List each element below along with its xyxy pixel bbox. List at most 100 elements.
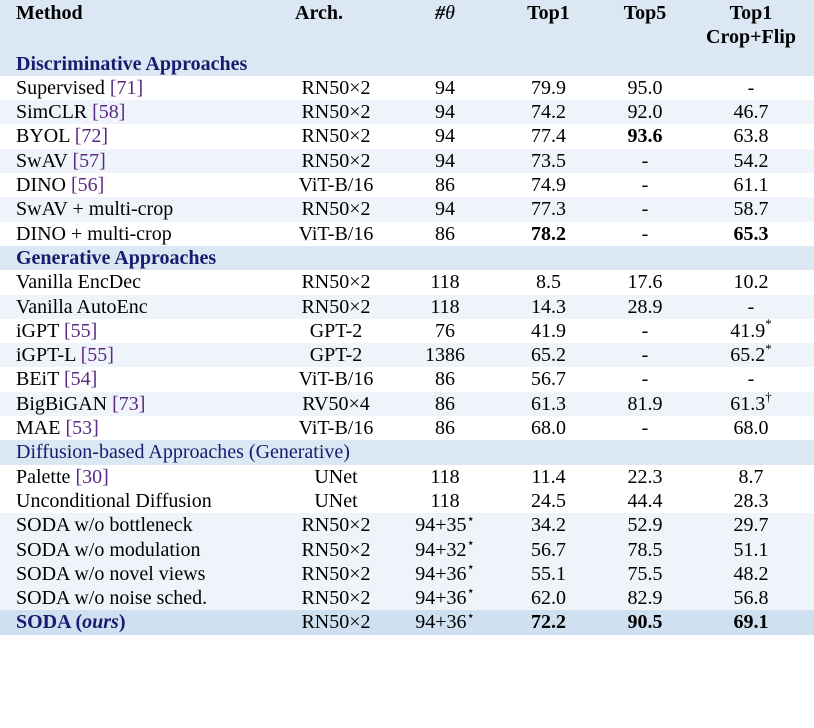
arch-cell: RN50×2 <box>277 197 395 222</box>
method-name: Palette <box>16 465 76 488</box>
table-row-ours: SODA (ours) RN50×2 94+36⋆ 72.2 90.5 69.1 <box>0 607 814 635</box>
col-header-params-theta: θ <box>445 2 455 24</box>
params-cell: 118 <box>395 294 495 319</box>
method-cell: SODA w/o novel views <box>0 561 277 587</box>
citation-link[interactable]: [57] <box>72 149 106 172</box>
citation-link[interactable]: [73] <box>112 392 146 415</box>
method-name: SwAV <box>16 149 73 172</box>
table-row: Supervised [71] RN50×2 94 79.9 95.0 - <box>0 76 814 100</box>
method-name: SODA (ours) <box>16 611 126 633</box>
top1-cell: 77.4 <box>531 125 566 148</box>
params-cell: 94+32⋆ <box>395 536 495 562</box>
citation-link[interactable]: [55] <box>80 344 114 367</box>
cropflip-cell: 41.9* <box>688 316 814 343</box>
top1-cell: 24.5 <box>531 489 566 512</box>
citation-link[interactable]: [54] <box>63 368 98 391</box>
top1-cell: 11.4 <box>531 465 566 488</box>
top5-cell: - <box>641 174 649 197</box>
top5-cell: - <box>602 148 688 174</box>
method-name: DINO <box>16 174 71 197</box>
paren-close: ) <box>118 611 126 634</box>
method-cell: DINO [56] <box>0 173 277 197</box>
cropflip-cell: 8.7 <box>738 465 764 488</box>
arch-cell: RV50×4 <box>277 391 395 417</box>
params-value: 94+36 <box>415 587 467 610</box>
table-row: BigBiGAN [73] RV50×4 86 61.3 81.9 61.3† <box>0 390 814 417</box>
table-row: BEiT [54] ViT-B/16 86 56.7 - - <box>0 367 814 391</box>
footnote-mark: ⋆ <box>466 607 475 623</box>
method-cell: MAE [53] <box>0 416 277 440</box>
arch-cell: RN50×2 <box>301 271 371 294</box>
method-cell: SODA (ours) <box>0 610 277 635</box>
arch-cell: ViT-B/16 <box>298 417 374 440</box>
method-name: SimCLR <box>16 101 93 124</box>
cropflip-cell: 65.2* <box>688 340 814 368</box>
citation-link[interactable]: [53] <box>65 417 99 440</box>
footnote-mark: ⋆ <box>466 583 475 599</box>
params-cell: 118 <box>430 489 460 512</box>
method-cell: SODA w/o noise sched. <box>0 586 277 611</box>
col-header-top5: Top5 <box>623 2 667 24</box>
method-cell: iGPT [55] <box>0 319 277 343</box>
method-name: MAE <box>16 417 66 440</box>
table-row: iGPT-L [55] GPT-2 1386 65.2 - 65.2* <box>0 340 814 368</box>
citation-link[interactable]: [72] <box>74 125 109 148</box>
table-row: SODA w/o novel views RN50×2 94+36⋆ 55.1 … <box>0 559 814 587</box>
top5-cell: 44.4 <box>627 489 663 512</box>
method-cell: SwAV + multi-crop <box>0 197 277 222</box>
cropflip-cell: 29.7 <box>688 513 814 538</box>
section-label: Diffusion-based Approaches (Generative) <box>0 440 814 465</box>
table-row: SODA w/o noise sched. RN50×2 94+36⋆ 62.0… <box>0 583 814 611</box>
footnote-mark: ⋆ <box>466 559 475 575</box>
arch-cell: RN50×2 <box>277 513 395 538</box>
citation-link[interactable]: [58] <box>92 101 126 124</box>
footnote-mark: ⋆ <box>466 510 475 526</box>
citation-link[interactable]: [55] <box>63 319 98 342</box>
table-row: SODA w/o bottleneck RN50×2 94+35⋆ 34.2 5… <box>0 510 814 538</box>
section-diffusion: Diffusion-based Approaches (Generative) <box>0 440 814 465</box>
citation-link[interactable]: [30] <box>75 465 109 488</box>
arch-cell: RN50×2 <box>277 100 395 125</box>
top1-cell: 78.2 <box>531 222 566 245</box>
table-row: Unconditional Diffusion UNet 118 24.5 44… <box>0 489 814 513</box>
params-cell: 94+36⋆ <box>395 583 495 611</box>
table-row: Palette [30] UNet 118 11.4 22.3 8.7 <box>0 465 814 489</box>
cropflip-cell: 58.7 <box>688 197 814 222</box>
cropflip-cell: 65.3 <box>733 222 769 245</box>
footnote-mark: * <box>765 316 772 332</box>
citation-link[interactable]: [56] <box>71 174 105 197</box>
method-name: iGPT <box>16 319 64 342</box>
table-row: MAE [53] ViT-B/16 86 68.0 - 68.0 <box>0 416 814 440</box>
results-table: Method Arch. #θ Top1 Top5 Top1 Crop+Flip … <box>0 0 814 635</box>
cropflip-cell: 51.1 <box>688 537 814 562</box>
top5-cell: 90.5 <box>602 610 688 635</box>
method-name-main: SODA <box>16 611 71 634</box>
top5-cell: - <box>602 197 688 222</box>
params-value: 94+36 <box>415 611 467 634</box>
cropflip-cell: - <box>688 294 814 319</box>
top5-cell: 81.9 <box>602 391 688 417</box>
arch-cell: UNet <box>314 465 358 488</box>
top1-cell: 55.1 <box>495 561 602 587</box>
top5-cell: 52.9 <box>602 513 688 538</box>
top1-cell: 14.3 <box>495 294 602 319</box>
top5-cell: 95.0 <box>627 76 663 99</box>
section-discriminative: Discriminative Approaches <box>0 51 814 76</box>
top5-cell: 22.3 <box>627 465 663 488</box>
method-cell: Palette [30] <box>0 465 277 489</box>
top5-cell: - <box>641 222 649 245</box>
top1-cell: 68.0 <box>531 417 566 440</box>
ours-label: ours <box>82 611 119 634</box>
cropflip-cell: 69.1 <box>688 610 814 635</box>
method-cell: DINO + multi-crop <box>16 222 172 245</box>
table-row: BYOL [72] RN50×2 94 77.4 93.6 63.8 <box>0 124 814 148</box>
arch-cell: GPT-2 <box>277 343 395 368</box>
arch-cell: ViT-B/16 <box>298 174 374 197</box>
section-label: Discriminative Approaches <box>0 51 814 76</box>
arch-cell: RN50×2 <box>301 76 371 99</box>
table-row: Vanilla AutoEnc RN50×2 118 14.3 28.9 - <box>0 294 814 319</box>
arch-cell: RN50×2 <box>277 561 395 587</box>
method-name: BEiT <box>16 368 64 391</box>
footnote-mark: * <box>765 340 772 356</box>
citation-link[interactable]: [71] <box>109 76 144 99</box>
